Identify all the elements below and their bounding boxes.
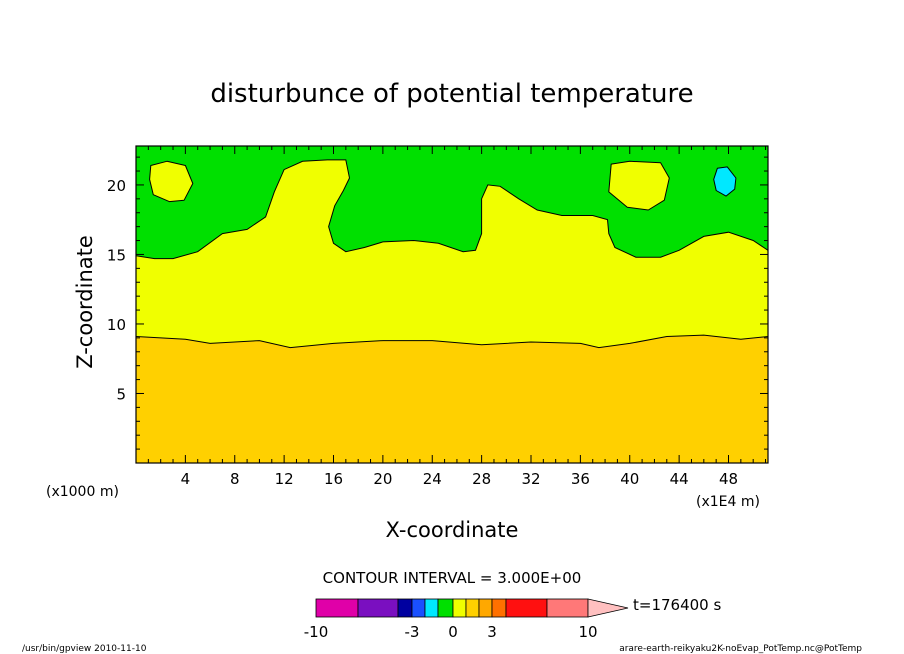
- contour-line-lower: [135, 334, 769, 349]
- contour-cell-2: [713, 166, 737, 197]
- colorbar-swatch: [411, 598, 426, 618]
- colorbar-swatch: [424, 598, 439, 618]
- x-axis-label: X-coordinate: [386, 518, 519, 542]
- y-tick-label: 10: [107, 316, 126, 334]
- colorbar-arrow: [587, 598, 629, 618]
- x-tick-label: 48: [719, 470, 738, 488]
- y-tick-label: 15: [107, 246, 126, 264]
- colorbar-label: -10: [304, 623, 329, 641]
- colorbar-swatch: [491, 598, 507, 618]
- x-tick-label: 44: [670, 470, 689, 488]
- contour-cell-1: [608, 160, 670, 211]
- y-axis-label: Z-coordinate: [73, 235, 97, 369]
- x-unit-left-label: (x1000 m): [46, 484, 119, 500]
- x-tick-label: 24: [423, 470, 442, 488]
- colorbar-swatch: [437, 598, 454, 618]
- chart-title: disturbunce of potential temperature: [210, 79, 693, 109]
- colorbar-swatch: [478, 598, 493, 618]
- colorbar-swatch: [397, 598, 413, 618]
- x-tick-label: 20: [373, 470, 392, 488]
- plot-area: [135, 146, 769, 463]
- colorbar-swatch: [357, 598, 399, 618]
- x-tick-label: 32: [521, 470, 540, 488]
- x-tick-label: 16: [324, 470, 343, 488]
- contour-interval-label: CONTOUR INTERVAL = 3.000E+00: [323, 569, 582, 587]
- colorbar-swatch: [546, 598, 589, 618]
- contour-cell-0: [149, 160, 194, 203]
- colorbar-label: 0: [448, 623, 458, 641]
- colorbar-label: 3: [487, 623, 497, 641]
- footer-right-text: arare-earth-reikyaku2K-noEvap_PotTemp.nc…: [619, 644, 862, 654]
- x-tick-label: 28: [472, 470, 491, 488]
- colorbar-swatch: [465, 598, 480, 618]
- y-tick-label: 5: [116, 385, 126, 403]
- colorbar-label: 10: [578, 623, 597, 641]
- x-tick-label: 12: [275, 470, 294, 488]
- y-tick-label: 20: [107, 177, 126, 195]
- x-unit-right-label: (x1E4 m): [696, 494, 760, 510]
- colorbar-swatch: [505, 598, 548, 618]
- time-label: t=176400 s: [633, 596, 721, 614]
- colorbar-swatch: [452, 598, 467, 618]
- x-tick-label: 36: [571, 470, 590, 488]
- x-tick-label: 40: [620, 470, 639, 488]
- colorbar-swatch: [315, 598, 359, 618]
- plot-frame: [135, 145, 769, 464]
- contour-line-upper: [135, 159, 769, 260]
- colorbar: -10 -3 0 3 10: [304, 598, 629, 641]
- footer-left-text: /usr/bin/gpview 2010-11-10: [22, 644, 147, 654]
- region-lower: [136, 335, 768, 463]
- x-tick-label: 8: [230, 470, 240, 488]
- x-tick-label: 4: [181, 470, 191, 488]
- colorbar-label: -3: [405, 623, 420, 641]
